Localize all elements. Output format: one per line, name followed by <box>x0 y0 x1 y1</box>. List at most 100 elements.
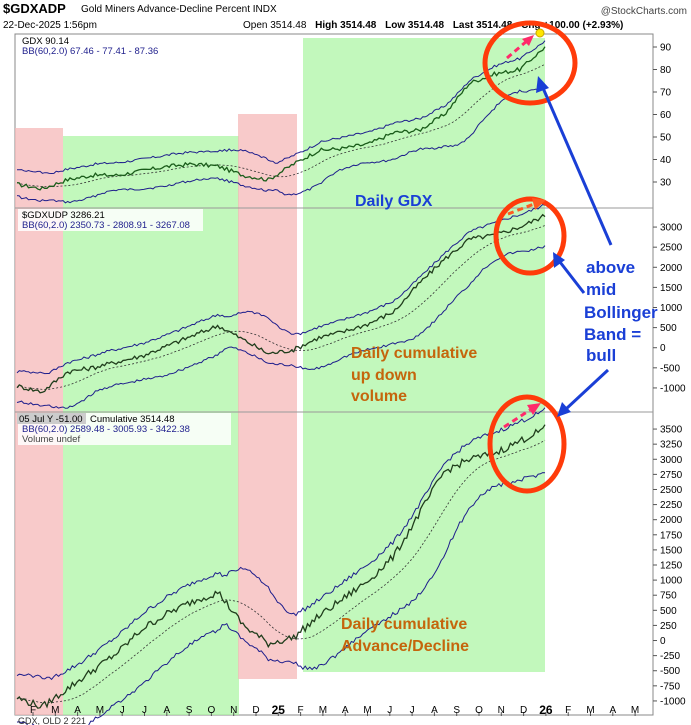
annotation-bull-3: Bollinger <box>584 303 658 322</box>
blue-arrow-middle <box>553 252 586 294</box>
y-tick-label: 1000 <box>660 303 683 314</box>
bollinger-mid-line <box>16 63 546 188</box>
x-tick-label: O <box>475 705 483 716</box>
y-tick-label: -1000 <box>660 696 686 707</box>
bollinger-mid-line <box>16 439 546 704</box>
y-tick-label: 3500 <box>660 425 683 436</box>
bottom-panel-series <box>16 407 546 725</box>
y-tick-label: 50 <box>660 133 672 144</box>
y-tick-label: 90 <box>660 43 672 54</box>
x-tick-label: M <box>319 705 327 716</box>
x-tick-label: J <box>142 705 147 716</box>
annotation-udv-1: Daily cumulative <box>351 345 477 362</box>
x-tick-label: A <box>431 705 438 716</box>
red-zone-2 <box>238 114 297 679</box>
x-tick-label: D <box>252 705 259 716</box>
annotation-bull-1: above <box>586 258 635 277</box>
highlight-circle-bottom <box>487 394 567 494</box>
x-tick-label: N <box>498 705 505 716</box>
highlight-circle-top <box>482 20 578 106</box>
chart-date: 22-Dec-2025 1:56pm <box>3 20 97 31</box>
x-tick-label: 26 <box>539 703 553 717</box>
chart-header: $GDXADP Gold Miners Advance-Decline Perc… <box>0 0 691 34</box>
x-tick-label: A <box>74 705 81 716</box>
y-tick-label: 3000 <box>660 223 683 234</box>
middle-legend-bb: BB(60,2.0) 2350.73 - 2808.91 - 3267.08 <box>22 220 190 231</box>
bollinger-mid-line <box>16 225 546 390</box>
x-tick-label: M <box>586 705 594 716</box>
y-tick-label: 500 <box>660 606 677 617</box>
x-tick-label: J <box>120 705 125 716</box>
annotation-udv-3: volume <box>351 388 407 405</box>
x-tick-label: S <box>453 705 460 716</box>
y-tick-label: 3250 <box>660 440 683 451</box>
y-tick-label: 60 <box>660 110 672 121</box>
last-value: Last 3514.48 <box>452 20 513 31</box>
y-tick-label: 40 <box>660 155 672 166</box>
annotation-bull-2: mid <box>586 280 616 299</box>
high-value: High 3514.48 <box>315 20 377 31</box>
annotation-bull-4: Band = <box>584 325 641 344</box>
y-tick-label: 1500 <box>660 545 683 556</box>
x-tick-label: A <box>163 705 170 716</box>
y-tick-label: -250 <box>660 651 680 662</box>
date-cursor-label: 05 Jul Y -51.00 <box>19 414 83 425</box>
y-tick-label: -500 <box>660 363 680 374</box>
bottom-legend-cumulative: Cumulative 3514.48 <box>90 414 175 425</box>
x-tick-label: M <box>51 705 59 716</box>
blue-arrow-bottom <box>557 368 610 417</box>
top-panel-y-axis: 30 40 50 60 70 80 90 <box>653 43 672 189</box>
green-zone-2 <box>303 38 545 672</box>
blue-arrow-top <box>536 76 613 246</box>
top-legend-bb: BB(60,2.0) 67.46 - 77.41 - 87.36 <box>22 46 158 57</box>
y-tick-label: 1500 <box>660 283 683 294</box>
x-tick-label: S <box>186 705 193 716</box>
x-tick-label: M <box>363 705 371 716</box>
y-tick-label: 750 <box>660 591 677 602</box>
bottom-panel-y-axis: -1000 -750 -500 -250 0 250 500 750 1000 1250 1500 1… <box>653 425 686 707</box>
x-axis: F M A M J J A S O N D 25 F M A M J J A S O N D 26 F M A M <box>30 703 639 717</box>
x-tick-label: J <box>387 705 392 716</box>
middle-panel-y-axis: -1000 -500 0 500 1000 1500 2000 2500 3000 <box>653 223 686 394</box>
annotation-udv-2: up down <box>351 367 417 384</box>
open-value: Open 3514.48 <box>243 20 307 31</box>
low-value: Low 3514.48 <box>385 20 445 31</box>
y-tick-label: 1250 <box>660 561 683 572</box>
top-legend-box <box>18 35 198 57</box>
y-tick-label: 2750 <box>660 470 683 481</box>
bollinger-upper-line <box>16 40 546 175</box>
annotation-bull-5: bull <box>586 346 616 365</box>
y-tick-label: 1750 <box>660 530 683 541</box>
trend-arrow-top <box>506 28 545 60</box>
trend-arrow-middle <box>507 198 546 216</box>
change-value: Chg +100.00 (+2.93%) <box>521 20 624 31</box>
y-tick-label: 2500 <box>660 485 683 496</box>
bollinger-lower-line <box>16 245 546 409</box>
x-tick-label: N <box>230 705 237 716</box>
y-tick-label: 2500 <box>660 243 683 254</box>
x-tick-label: M <box>96 705 104 716</box>
chart-symbol: $GDXADP <box>3 1 66 16</box>
stockcharts-brand: @StockCharts.com <box>600 6 687 17</box>
y-tick-label: 2000 <box>660 263 683 274</box>
middle-legend-udp: $GDXUDP 3286.21 <box>22 210 105 221</box>
x-tick-label: A <box>609 705 616 716</box>
y-tick-label: 500 <box>660 323 677 334</box>
footer-fragment: GDX, OLD 2 221 <box>18 716 86 725</box>
middle-panel-series <box>16 203 546 409</box>
top-panel-series <box>16 40 546 204</box>
y-tick-label: 2250 <box>660 500 683 511</box>
bollinger-lower-line <box>16 87 545 204</box>
y-tick-label: 0 <box>660 636 666 647</box>
x-tick-label: F <box>565 705 571 716</box>
x-tick-label: J <box>410 705 415 716</box>
y-tick-label: 70 <box>660 88 672 99</box>
y-tick-label: -750 <box>660 681 680 692</box>
highlight-circle-middle <box>493 196 567 276</box>
bottom-legend-bb: BB(60,2.0) 2589.48 - 3005.93 - 3422.38 <box>22 424 190 435</box>
y-tick-label: 1000 <box>660 576 683 587</box>
y-tick-label: 2000 <box>660 515 683 526</box>
bollinger-upper-line <box>16 203 546 375</box>
y-tick-label: 3000 <box>660 455 683 466</box>
